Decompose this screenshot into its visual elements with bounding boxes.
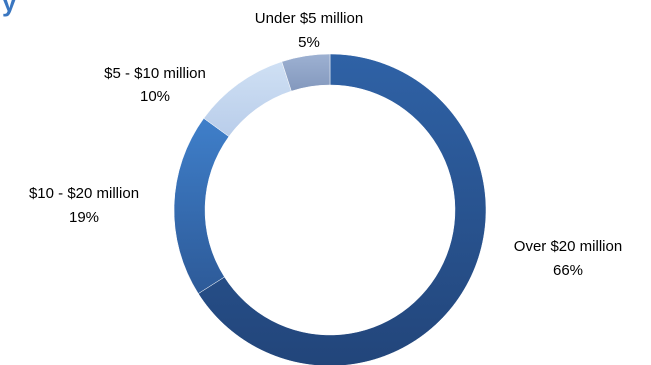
donut-slice-3 bbox=[281, 53, 331, 92]
slice-label-value-0: 66% bbox=[553, 262, 583, 279]
donut-slice-0 bbox=[197, 53, 487, 365]
slice-label-name-2: $5 - $10 million bbox=[104, 65, 206, 82]
slice-label-name-3: Under $5 million bbox=[255, 10, 363, 27]
slice-label-name-0: Over $20 million bbox=[514, 238, 622, 255]
slice-label-name-1: $10 - $20 million bbox=[29, 185, 139, 202]
slice-label-value-2: 10% bbox=[140, 88, 170, 105]
slice-label-value-1: 19% bbox=[69, 209, 99, 226]
donut-slice-1 bbox=[173, 117, 230, 294]
donut-slice-2 bbox=[203, 61, 292, 137]
slice-labels: Over $20 million 66% $10 - $20 million 1… bbox=[29, 10, 622, 279]
donut-slices bbox=[173, 53, 487, 365]
title-fragment-glyph: y bbox=[2, 0, 17, 17]
slice-label-value-3: 5% bbox=[298, 34, 320, 51]
